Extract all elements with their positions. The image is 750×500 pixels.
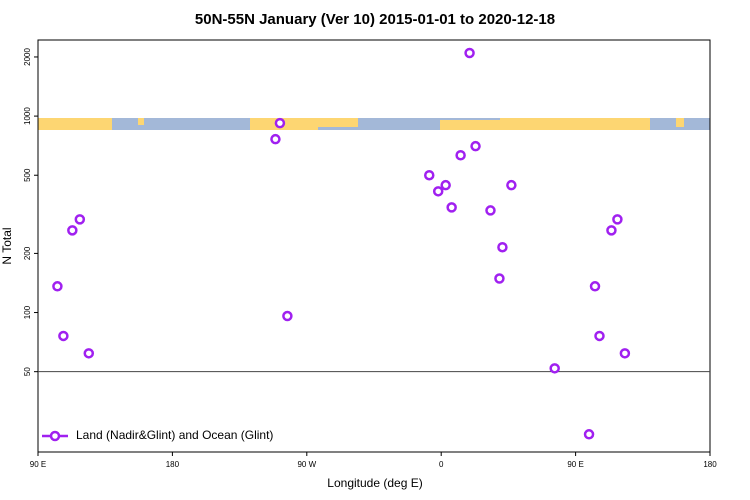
x-axis-label: Longitude (deg E) [327,476,422,490]
point [494,273,505,284]
point [446,202,457,213]
legend-marker [49,430,61,442]
y-tick-label: 50 [23,367,32,376]
point [619,348,631,359]
point [549,363,560,374]
point [74,214,86,225]
land-ocean-band [38,118,710,130]
point [464,47,475,59]
point [497,241,508,253]
plot-frame [37,39,711,453]
point [67,225,78,236]
point [606,225,617,236]
x-tick-label: 0 [439,460,444,469]
y-axis-label: N Total [0,227,14,264]
point [583,429,595,440]
x-tick-label: 180 [166,460,180,469]
y-tick-label: 1000 [23,107,32,125]
point [612,214,623,225]
point [424,169,435,181]
chart-title: 50N-55N January (Ver 10) 2015-01-01 to 2… [195,11,555,28]
y-tick-label: 2000 [23,48,32,66]
point [440,179,451,191]
y-tick-label: 500 [23,168,32,182]
y-tick-label: 100 [23,305,32,319]
point [589,281,601,292]
point [455,149,466,161]
point [506,179,517,191]
point [83,348,95,359]
point [270,133,281,145]
x-tick-label: 90 W [297,460,316,469]
point [485,205,496,216]
legend-label: Land (Nadir&Glint) and Ocean (Glint) [76,428,273,442]
point [52,281,63,292]
x-tick-label: 180 [703,460,717,469]
y-tick-label: 200 [23,246,32,260]
x-tick-label: 90 E [30,460,46,469]
point [282,310,293,322]
point [274,117,286,129]
x-tick-label: 90 E [567,460,583,469]
point [470,140,481,152]
point [58,330,69,342]
point [594,330,605,342]
point [432,186,444,197]
